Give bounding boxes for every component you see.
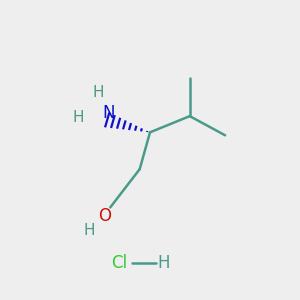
Text: H: H: [72, 110, 84, 125]
Text: O: O: [98, 207, 111, 225]
Text: N: N: [103, 104, 115, 122]
Text: Cl: Cl: [111, 254, 127, 272]
Text: H: H: [93, 85, 104, 100]
Text: H: H: [84, 224, 95, 238]
Text: H: H: [157, 254, 169, 272]
